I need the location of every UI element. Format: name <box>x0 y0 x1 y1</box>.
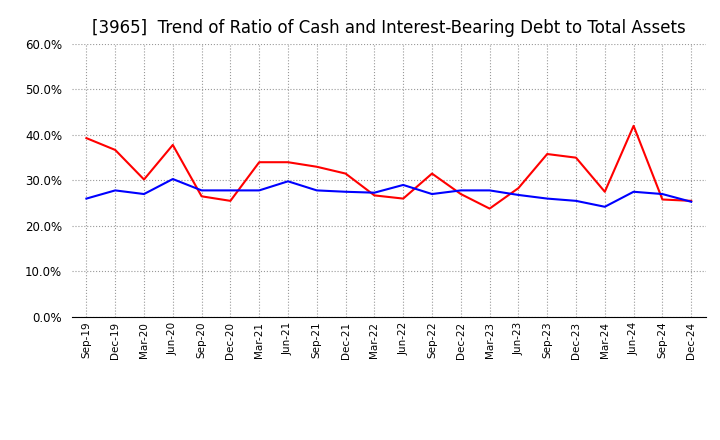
Cash <box>572 155 580 160</box>
Cash <box>111 147 120 153</box>
Interest-Bearing Debt <box>111 188 120 193</box>
Cash <box>370 193 379 198</box>
Cash <box>658 197 667 202</box>
Interest-Bearing Debt <box>485 188 494 193</box>
Cash <box>226 198 235 203</box>
Cash <box>255 160 264 165</box>
Cash <box>543 151 552 157</box>
Interest-Bearing Debt <box>284 179 292 184</box>
Cash <box>312 164 321 169</box>
Interest-Bearing Debt <box>140 191 148 197</box>
Interest-Bearing Debt <box>255 188 264 193</box>
Interest-Bearing Debt <box>341 189 350 194</box>
Interest-Bearing Debt <box>168 176 177 182</box>
Interest-Bearing Debt <box>572 198 580 203</box>
Cash <box>82 136 91 141</box>
Interest-Bearing Debt <box>226 188 235 193</box>
Cash <box>140 177 148 182</box>
Interest-Bearing Debt <box>399 182 408 187</box>
Interest-Bearing Debt <box>370 190 379 195</box>
Cash <box>687 198 696 203</box>
Interest-Bearing Debt <box>543 196 552 201</box>
Cash <box>514 186 523 191</box>
Cash <box>485 206 494 211</box>
Interest-Bearing Debt <box>456 188 465 193</box>
Cash <box>197 194 206 199</box>
Cash <box>341 171 350 176</box>
Interest-Bearing Debt <box>658 191 667 197</box>
Interest-Bearing Debt <box>82 196 91 201</box>
Interest-Bearing Debt <box>428 191 436 197</box>
Interest-Bearing Debt <box>629 189 638 194</box>
Cash <box>600 189 609 194</box>
Cash <box>168 142 177 147</box>
Cash <box>428 171 436 176</box>
Cash <box>456 191 465 197</box>
Interest-Bearing Debt <box>312 188 321 193</box>
Interest-Bearing Debt <box>514 192 523 198</box>
Interest-Bearing Debt <box>687 199 696 205</box>
Line: Interest-Bearing Debt: Interest-Bearing Debt <box>86 179 691 207</box>
Cash <box>399 196 408 201</box>
Line: Cash: Cash <box>86 126 691 209</box>
Title: [3965]  Trend of Ratio of Cash and Interest-Bearing Debt to Total Assets: [3965] Trend of Ratio of Cash and Intere… <box>92 19 685 37</box>
Cash <box>284 160 292 165</box>
Interest-Bearing Debt <box>600 204 609 209</box>
Interest-Bearing Debt <box>197 188 206 193</box>
Cash <box>629 123 638 128</box>
